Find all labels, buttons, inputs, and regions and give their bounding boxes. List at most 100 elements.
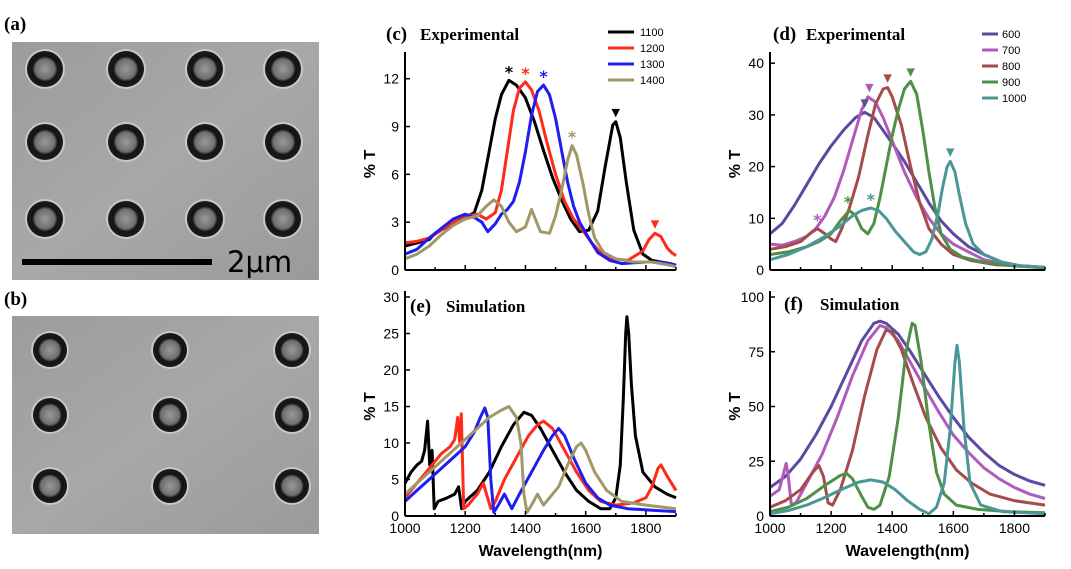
x-tick-label: 1000 [754,520,785,536]
y-tick-label: 9 [391,119,399,135]
y-axis-label: % T [727,150,744,179]
y-tick-label: 0 [756,508,764,524]
x-tick-label: 1200 [450,520,481,536]
series-line-900 [769,321,1046,515]
chart-panel-f: (f) Simulation 0 25 50 75 100 1000 1200 1400 160… [727,289,1046,560]
chart-c-title: Experimental [420,25,519,44]
series-line-1300 [403,406,677,514]
series-line-1100 [404,78,677,267]
y-tick-label: 12 [383,71,399,87]
y-axis-label: % T [727,392,744,421]
peak-marker: * [813,211,822,230]
y-tick-label: 20 [748,159,764,175]
scale-bar-label: 2μm [227,245,292,279]
legend-label-1400: 1400 [640,75,664,87]
x-tick-label: 1400 [510,520,541,536]
panel-b: (b) [4,289,319,534]
sem-hole [265,124,301,160]
x-tick-label: 1200 [816,520,847,536]
y-tick-label: 3 [391,214,399,230]
chart-f-title: Simulation [820,295,900,314]
peak-marker: ▼ [860,96,869,109]
series-line-800 [769,86,1046,269]
sem-hole [108,51,144,87]
sem-hole [27,124,63,160]
y-tick-label: 0 [756,262,764,278]
chart-panel-c: (c) Experimental * * * * ▼ ▼ 0 3 6 9 12 % T 1100 1200… [362,24,677,278]
y-tick-label: 0 [391,262,399,278]
legend-label-1000: 1000 [1002,93,1026,105]
sem-hole [275,398,309,432]
legend-label-600: 600 [1002,29,1020,41]
peak-marker: ▼ [651,217,660,230]
chart-c-tag: (c) [386,24,407,45]
y-tick-label: 15 [383,399,399,415]
y-tick-label: 50 [748,399,764,415]
y-tick-label: 6 [391,166,399,182]
series-line-1000 [769,159,1046,269]
chart-e-title: Simulation [446,297,526,316]
legend-label-900: 900 [1002,77,1020,89]
scale-bar [22,259,212,265]
series-line-600 [769,319,1046,489]
y-tick-label: 40 [748,55,764,71]
x-axis-label: Wavelength(nm) [846,543,970,560]
series-line-1000 [769,343,1046,516]
series-line-1100 [403,315,677,511]
sem-hole [153,469,187,503]
legend-label-1200: 1200 [640,43,664,55]
peak-marker: ▼ [946,145,955,158]
panel-b-tag: (b) [4,289,27,310]
panel-a: (a) 2μm [4,14,319,280]
y-tick-label: 5 [391,472,399,488]
panel-a-tag: (a) [4,14,26,35]
sem-hole [153,333,187,367]
y-axis-label: % T [362,150,379,179]
sem-hole [187,201,223,237]
peak-marker: * [568,128,577,147]
y-tick-label: 20 [383,362,399,378]
y-tick-label: 10 [748,210,764,226]
series-line-600 [769,110,1046,269]
series-line-1300 [404,83,677,267]
peak-marker: * [505,62,514,81]
sem-hole [27,201,63,237]
y-tick-label: 25 [383,326,399,342]
sem-hole [33,398,67,432]
y-tick-label: 75 [748,344,764,360]
chart-panel-d: (d) Experimental ▼ ▼ ▼ ▼ ▼ * * * 0 10 20 30 40 % T 600… [727,24,1046,278]
sem-hole [265,201,301,237]
x-tick-label: 1800 [999,520,1030,536]
x-tick-label: 1600 [938,520,969,536]
sem-hole [27,51,63,87]
chart-f-tag: (f) [784,294,803,315]
peak-marker: ▼ [865,81,874,94]
sem-hole [108,124,144,160]
series-line-700 [769,324,1046,507]
peak-marker: ▼ [612,106,621,119]
peak-marker: * [521,64,530,83]
sem-hole [187,124,223,160]
series-line-1400 [403,405,677,514]
y-tick-label: 100 [741,289,765,305]
sem-hole [265,51,301,87]
sem-hole [187,51,223,87]
peak-marker: ▼ [883,71,892,84]
y-tick-label: 30 [383,289,399,305]
y-axis-label: % T [362,392,379,421]
legend: 600 700 800 900 1000 [982,29,1026,105]
series-line-800 [769,328,1046,509]
legend-label-1100: 1100 [640,27,664,39]
y-tick-label: 0 [391,508,399,524]
chart-d-tag: (d) [773,24,796,45]
x-tick-label: 1400 [877,520,908,536]
sem-hole [275,469,309,503]
sem-hole [108,201,144,237]
series-line-1400 [404,144,677,269]
y-tick-label: 25 [748,453,764,469]
chart-e-tag: (e) [410,296,431,317]
chart-panel-e: (e) Simulation 0 5 10 15 20 25 30 1000 1200 1400 1… [362,289,678,560]
x-tick-label: 1800 [630,520,661,536]
series-line-1200 [403,412,678,511]
